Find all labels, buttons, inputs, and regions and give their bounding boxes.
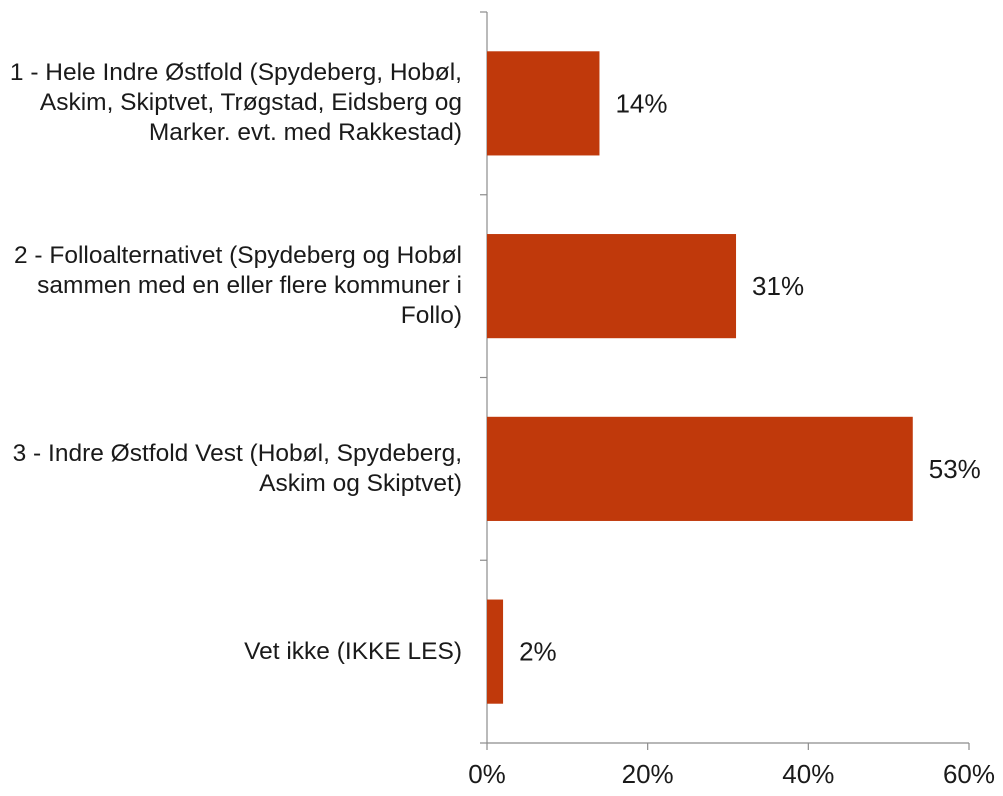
- bar: [487, 416, 913, 521]
- x-tick-label: 40%: [782, 759, 834, 789]
- category-label-box: Vet ikke (IKKE LES): [0, 560, 462, 743]
- category-label-box: 3 - Indre Østfold Vest (Hobøl, Spydeberg…: [0, 378, 462, 561]
- bar: [487, 599, 504, 704]
- data-label: 14%: [615, 88, 667, 118]
- bar: [487, 234, 737, 339]
- category-label: 1 - Hele Indre Østfold (Spydeberg, Hobøl…: [9, 59, 462, 147]
- category-label-box: 2 - Folloalternativet (Spydeberg og Hobø…: [0, 195, 462, 378]
- category-label-box: 1 - Hele Indre Østfold (Spydeberg, Hobøl…: [0, 12, 462, 195]
- bar: [487, 51, 600, 156]
- x-tick-label: 20%: [622, 759, 674, 789]
- data-label: 31%: [752, 271, 804, 301]
- category-label: Vet ikke (IKKE LES): [244, 637, 462, 665]
- data-label: 53%: [929, 454, 981, 484]
- x-tick-label: 0%: [468, 759, 506, 789]
- data-label: 2%: [519, 637, 557, 667]
- category-label: 2 - Folloalternativet (Spydeberg og Hobø…: [13, 242, 462, 330]
- x-tick-label: 60%: [943, 759, 995, 789]
- category-label: 3 - Indre Østfold Vest (Hobøl, Spydeberg…: [12, 439, 462, 497]
